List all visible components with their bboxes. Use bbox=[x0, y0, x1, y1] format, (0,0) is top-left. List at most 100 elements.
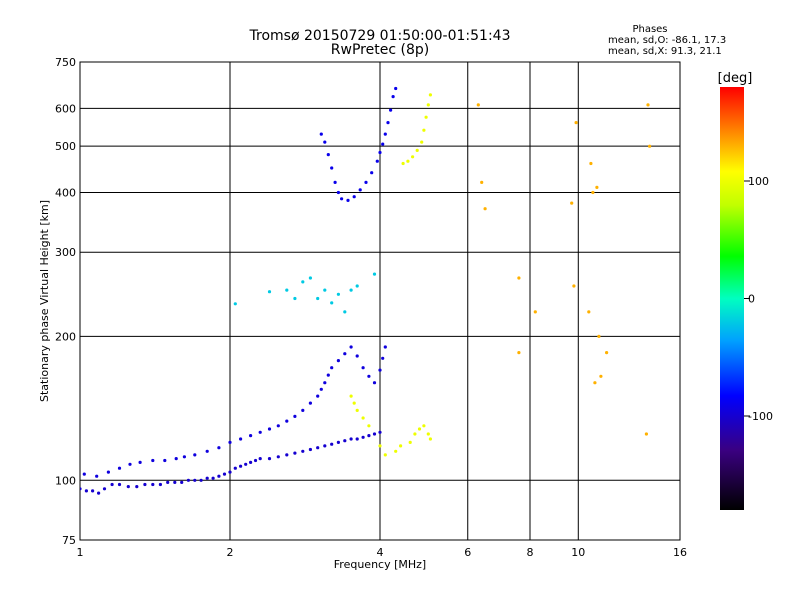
data-point bbox=[326, 373, 330, 377]
y-tick-label: 750 bbox=[55, 56, 76, 69]
data-point bbox=[352, 195, 356, 199]
data-point bbox=[135, 485, 139, 489]
data-point bbox=[319, 132, 323, 136]
data-point bbox=[84, 489, 88, 493]
data-point bbox=[420, 140, 424, 144]
data-point bbox=[372, 432, 377, 436]
data-point bbox=[408, 440, 412, 444]
data-point bbox=[533, 310, 537, 314]
y-tick-label: 500 bbox=[55, 140, 76, 153]
data-point bbox=[355, 284, 359, 288]
data-point bbox=[258, 457, 262, 461]
data-point bbox=[355, 354, 359, 358]
data-point bbox=[415, 148, 419, 152]
data-point bbox=[517, 276, 521, 280]
data-point bbox=[193, 478, 197, 482]
x-tick-label: 1 bbox=[77, 546, 84, 559]
data-point bbox=[646, 103, 650, 107]
data-point bbox=[267, 427, 272, 431]
x-tick-label: 6 bbox=[464, 546, 471, 559]
data-point bbox=[428, 437, 432, 441]
data-point bbox=[394, 86, 398, 91]
data-point bbox=[128, 462, 132, 466]
data-point bbox=[258, 430, 262, 434]
data-point bbox=[319, 387, 323, 391]
colorbar-ticks: 100 0 -100 bbox=[744, 175, 773, 423]
data-point bbox=[199, 478, 203, 482]
phase-stats-header: Phases bbox=[632, 24, 667, 35]
data-point bbox=[386, 121, 390, 125]
colorbar-tick-label: -100 bbox=[748, 410, 773, 423]
data-point bbox=[91, 489, 95, 493]
colorbar-tick-label: 100 bbox=[748, 175, 769, 188]
data-point bbox=[426, 432, 430, 436]
data-point bbox=[367, 434, 371, 438]
data-point bbox=[349, 288, 353, 292]
data-point bbox=[394, 449, 398, 453]
data-point bbox=[233, 302, 237, 306]
colorbar bbox=[720, 87, 744, 510]
data-point bbox=[343, 310, 347, 314]
chart-subtitle: RwPretec (8p) bbox=[331, 42, 429, 58]
data-point bbox=[326, 153, 330, 157]
data-point bbox=[428, 93, 432, 97]
data-point bbox=[597, 334, 601, 338]
data-point bbox=[480, 180, 484, 184]
data-point bbox=[138, 460, 142, 464]
data-point bbox=[330, 301, 334, 305]
data-point bbox=[383, 345, 387, 349]
data-point bbox=[308, 447, 312, 452]
data-point bbox=[222, 472, 227, 476]
data-point bbox=[293, 414, 297, 418]
y-tick-label: 200 bbox=[55, 330, 76, 343]
data-point bbox=[399, 444, 403, 448]
data-point bbox=[391, 95, 395, 99]
data-point bbox=[593, 381, 597, 385]
x-tick-label: 8 bbox=[527, 546, 534, 559]
data-point bbox=[426, 103, 430, 107]
x-axis-label: Frequency [MHz] bbox=[334, 558, 426, 571]
data-point bbox=[323, 288, 327, 292]
data-point bbox=[599, 374, 603, 378]
data-point bbox=[174, 457, 178, 461]
data-point bbox=[476, 103, 480, 107]
data-point bbox=[205, 449, 209, 453]
y-tick-label: 300 bbox=[55, 246, 76, 259]
data-point bbox=[406, 159, 410, 163]
data-point bbox=[367, 424, 371, 428]
phase-stats-x: mean, sd,X: 91.3, 21.1 bbox=[608, 46, 722, 57]
data-point bbox=[648, 144, 652, 148]
data-point bbox=[570, 201, 574, 205]
data-point bbox=[205, 476, 209, 480]
y-tick-label: 75 bbox=[62, 534, 76, 547]
data-point bbox=[381, 142, 385, 146]
data-point bbox=[352, 401, 356, 405]
y-tick-label: 100 bbox=[55, 474, 76, 487]
data-point bbox=[330, 366, 334, 370]
data-point bbox=[228, 470, 232, 474]
data-point bbox=[217, 446, 221, 450]
data-point bbox=[151, 458, 155, 463]
data-point bbox=[117, 482, 122, 487]
data-point bbox=[383, 453, 387, 457]
data-point bbox=[367, 374, 371, 378]
colorbar-tick-label: 0 bbox=[748, 293, 755, 306]
data-point bbox=[80, 487, 82, 491]
data-point bbox=[97, 491, 101, 495]
data-point bbox=[417, 427, 422, 431]
data-point bbox=[422, 424, 426, 428]
data-point bbox=[267, 290, 272, 294]
colorbar-label: [deg] bbox=[718, 71, 753, 86]
data-point bbox=[323, 381, 327, 385]
data-point bbox=[355, 408, 359, 412]
data-point bbox=[372, 272, 377, 276]
data-point bbox=[605, 351, 609, 355]
data-point bbox=[378, 444, 382, 448]
chart-title: Tromsø 20150729 01:50:00-01:51:43 bbox=[249, 28, 511, 44]
data-point bbox=[330, 442, 334, 446]
data-point bbox=[308, 276, 312, 280]
data-point bbox=[158, 482, 162, 487]
data-point bbox=[361, 416, 365, 420]
data-point bbox=[375, 159, 379, 163]
